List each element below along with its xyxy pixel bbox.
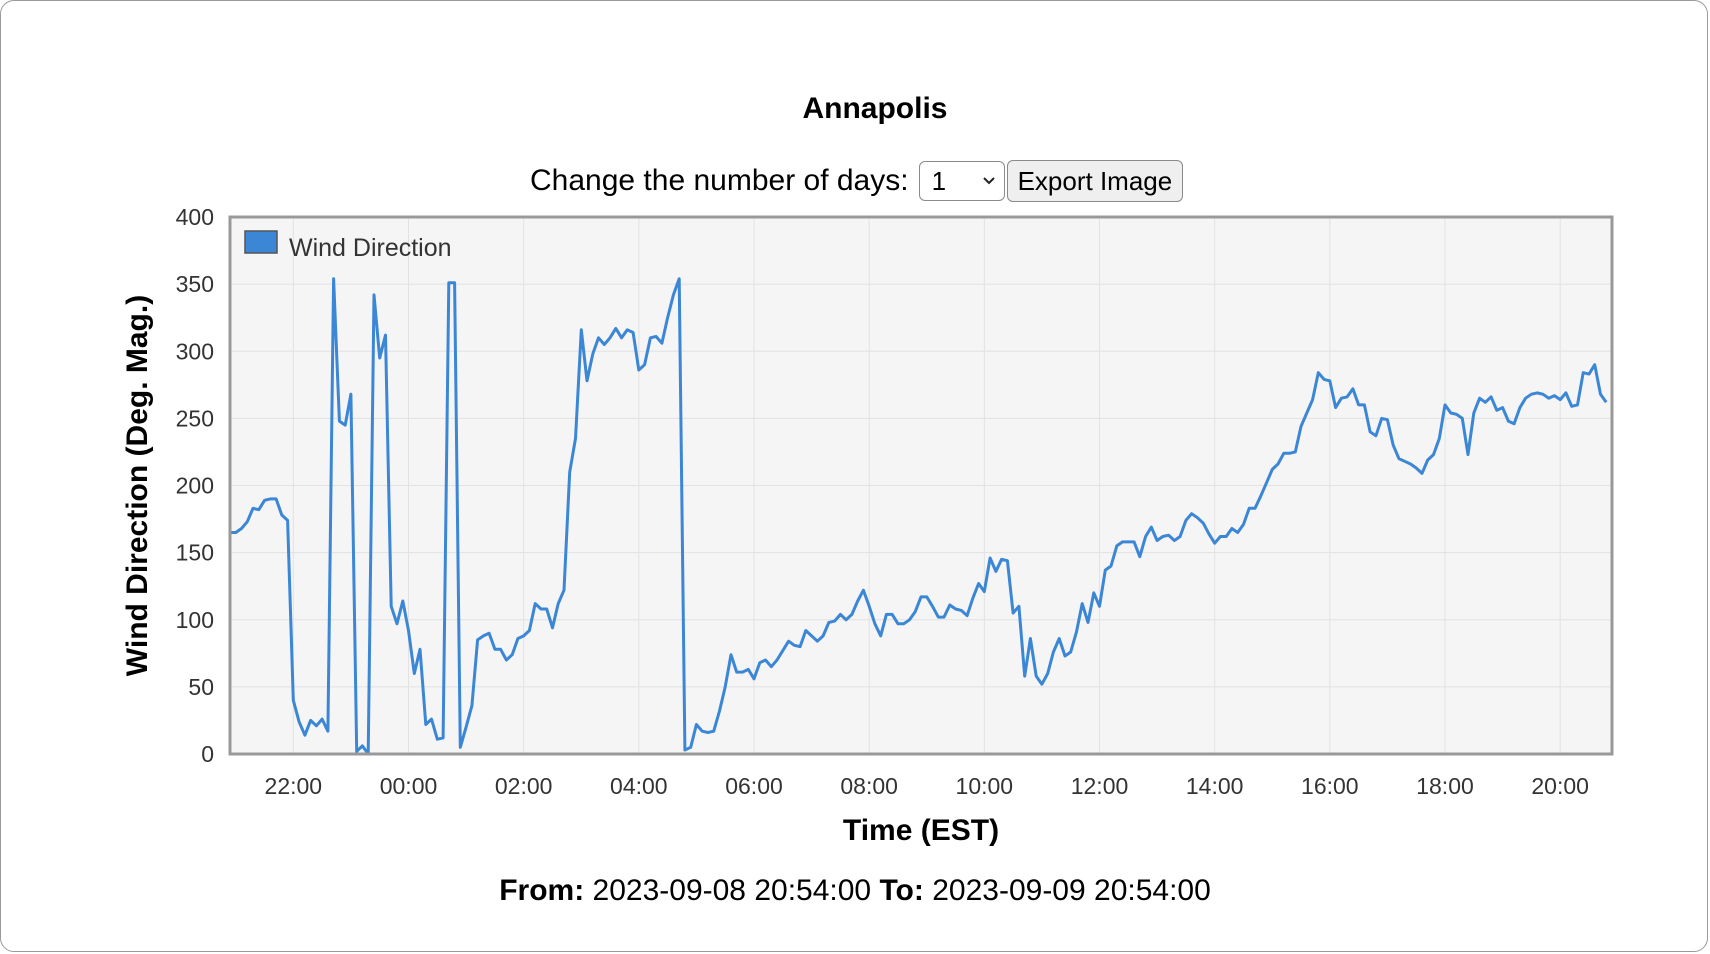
x-tick-label: 04:00 [610,773,668,799]
days-select-value: 1 [931,165,947,196]
to-value: 2023-09-09 20:54:00 [932,874,1211,907]
from-value: 2023-09-08 20:54:00 [592,874,872,907]
x-tick-label: 10:00 [956,773,1014,799]
y-tick-label: 50 [188,674,214,700]
x-tick-label: 08:00 [840,773,898,799]
to-label: To: [879,874,924,907]
legend-label: Wind Direction [289,234,452,262]
x-tick-label: 00:00 [380,773,438,799]
y-tick-label: 0 [201,741,214,767]
y-tick-label: 300 [176,338,214,364]
export-image-button[interactable]: Export Image [1006,160,1184,202]
x-tick-label: 12:00 [1071,773,1129,799]
days-select[interactable]: 1 [918,161,1005,201]
x-tick-label: 06:00 [725,773,783,799]
from-label: From: [499,874,585,907]
chart-title: Annapolis [802,92,948,125]
x-tick-label: 18:00 [1416,773,1474,799]
controls-bar: Change the number of days: 1 Export Imag… [530,160,1184,202]
x-tick-label: 14:00 [1186,773,1244,799]
x-tick-label: 22:00 [265,773,323,799]
days-label: Change the number of days: [530,164,909,197]
plot-border [228,215,1614,756]
y-tick-label: 200 [176,473,214,499]
x-tick-label: 20:00 [1531,773,1589,799]
y-tick-label: 350 [176,271,214,297]
legend-swatch [244,230,278,254]
y-tick-label: 400 [176,204,214,230]
x-tick-label: 02:00 [495,773,553,799]
x-axis-title: Time (EST) [843,814,999,847]
x-tick-label: 16:00 [1301,773,1359,799]
y-tick-label: 250 [176,405,214,431]
date-range: From: 2023-09-08 20:54:00 To: 2023-09-09… [0,874,1710,908]
y-tick-label: 150 [176,540,214,566]
y-tick-label: 100 [176,607,214,633]
series-line-wind-direction [230,277,1608,756]
y-axis-title: Wind Direction (Deg. Mag.) [121,295,154,676]
chevron-down-icon [982,177,995,185]
